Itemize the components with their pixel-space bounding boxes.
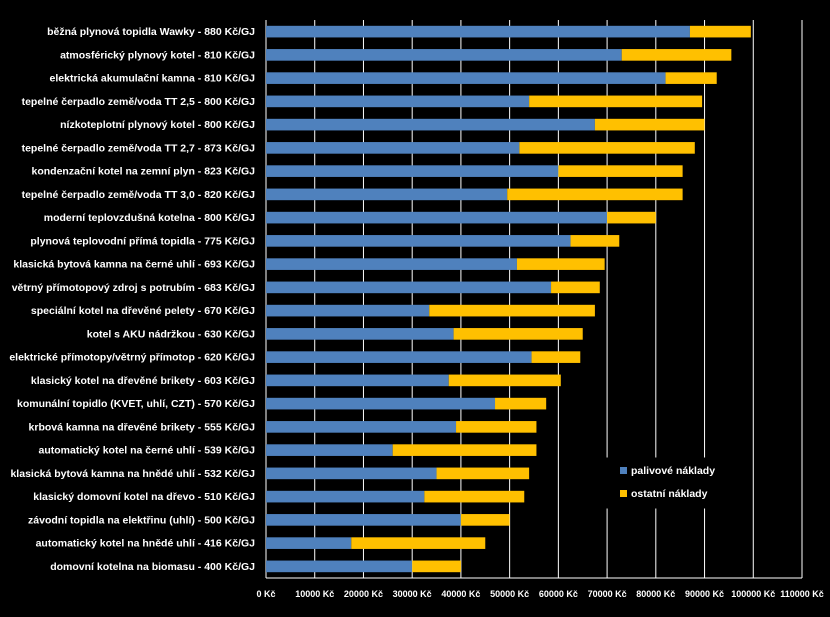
bar-fuel-20 <box>266 490 425 503</box>
bar-fuel-10 <box>266 258 517 270</box>
bar-other-16 <box>495 397 547 410</box>
category-label: moderní teplovzdušná kotelna - 800 Kč/GJ <box>44 212 255 224</box>
category-label: krbová kamna na dřevěné brikety - 555 Kč… <box>29 421 256 433</box>
bar-other-21 <box>460 514 510 526</box>
bar-fuel-22 <box>266 537 352 549</box>
category-label: klasická bytová kamna na černé uhlí - 69… <box>13 259 255 271</box>
category-label: tepelné čerpadlo země/voda TT 2,5 - 800 … <box>22 96 256 108</box>
bar-other-2 <box>665 72 717 84</box>
bar-fuel-19 <box>266 467 437 480</box>
x-tick-label: 80000 Kč <box>636 589 675 599</box>
bar-fuel-9 <box>266 235 571 247</box>
x-tick-label: 70000 Kč <box>588 589 627 599</box>
bar-fuel-15 <box>266 374 449 387</box>
category-label: atmosférický plynový kotel - 810 Kč/GJ <box>60 49 255 61</box>
category-label: speciální kotel na dřevěné pelety - 670 … <box>31 305 255 317</box>
x-tick-label: 50000 Kč <box>490 589 529 599</box>
bar-other-23 <box>412 560 461 573</box>
bar-fuel-6 <box>266 165 559 177</box>
category-label: tepelné čerpadlo země/voda TT 2,7 - 873 … <box>22 142 256 154</box>
bar-fuel-1 <box>266 49 622 61</box>
bar-other-5 <box>519 142 695 154</box>
legend: palivové náklady ostatní náklady <box>592 457 740 509</box>
category-label: klasická bytová kamna na hnědé uhlí - 53… <box>10 468 255 480</box>
category-labels: běžná plynová topidla Wawky - 880 Kč/GJ a… <box>9 26 255 573</box>
category-label: klasický domovní kotel na dřevo - 510 Kč… <box>33 491 255 503</box>
x-tick-label: 110000 Kč <box>780 589 824 599</box>
bar-fuel-11 <box>266 281 552 294</box>
x-tick-label: 40000 Kč <box>441 589 480 599</box>
x-tick-label: 60000 Kč <box>539 589 578 599</box>
x-tick-label: 10000 Kč <box>295 589 334 599</box>
bar-other-10 <box>516 258 605 270</box>
x-tick-label: 20000 Kč <box>344 589 383 599</box>
bar-fuel-4 <box>266 118 595 131</box>
bar-other-9 <box>570 235 620 247</box>
bar-fuel-14 <box>266 351 532 363</box>
bar-other-0 <box>689 25 751 38</box>
bar-other-11 <box>551 281 600 294</box>
legend-swatch-fuel <box>620 467 627 474</box>
bar-other-14 <box>531 351 581 363</box>
category-label: elektrické přímotopy/větrný přímotop - 6… <box>9 352 255 364</box>
bar-fuel-3 <box>266 95 530 108</box>
bar-other-13 <box>453 328 583 340</box>
bar-fuel-16 <box>266 397 496 410</box>
category-label: kotel s AKU nádržkou - 630 Kč/GJ <box>87 328 255 340</box>
category-label: závodní topidla na elektřinu (uhlí) - 50… <box>28 514 255 526</box>
bar-other-3 <box>529 95 703 108</box>
category-label: automatický kotel na hnědé uhlí - 416 Kč… <box>36 538 256 550</box>
category-label: plynová teplovodní přímá topidla - 775 K… <box>30 235 255 247</box>
x-tick-label: 30000 Kč <box>393 589 432 599</box>
bar-fuel-21 <box>266 514 461 526</box>
bar-fuel-0 <box>266 25 690 38</box>
category-label: elektrická akumulační kamna - 810 Kč/GJ <box>50 73 256 85</box>
x-tick-label: 90000 Kč <box>685 589 724 599</box>
legend-box <box>592 457 740 509</box>
bars <box>266 25 751 573</box>
category-label: kondenzační kotel na zemní plyn - 823 Kč… <box>32 166 256 178</box>
bar-other-6 <box>558 165 683 177</box>
bar-fuel-13 <box>266 328 454 340</box>
bar-other-18 <box>392 444 537 456</box>
category-label: tepelné čerpadlo země/voda TT 3,0 - 820 … <box>22 189 256 201</box>
bar-other-19 <box>436 467 530 480</box>
bar-fuel-7 <box>266 188 508 201</box>
category-label: automatický kotel na černé uhlí - 539 Kč… <box>39 445 256 457</box>
category-label: komunální topidlo (KVET, uhlí, CZT) - 57… <box>17 398 255 410</box>
x-axis-tick-labels: 0 Kč 10000 Kč 20000 Kč 30000 Kč 40000 Kč 5000… <box>256 589 823 599</box>
bar-fuel-23 <box>266 560 413 573</box>
bar-fuel-5 <box>266 142 520 154</box>
category-label: domovní kotelna na biomasu - 400 Kč/GJ <box>50 561 255 573</box>
x-tick-label: 100000 Kč <box>731 589 775 599</box>
bar-other-1 <box>621 49 732 61</box>
x-tick-label: 0 Kč <box>256 589 275 599</box>
bar-other-4 <box>594 118 705 131</box>
bar-fuel-17 <box>266 421 457 433</box>
bar-other-20 <box>424 490 525 503</box>
bar-fuel-12 <box>266 304 430 317</box>
bar-fuel-2 <box>266 72 666 84</box>
bar-fuel-18 <box>266 444 393 456</box>
category-label: větrný přímotopový zdroj s potrubím - 68… <box>12 282 255 294</box>
bar-other-12 <box>429 304 595 317</box>
bar-fuel-8 <box>266 211 608 224</box>
bar-other-7 <box>507 188 683 201</box>
bar-other-15 <box>448 374 561 387</box>
bar-other-22 <box>351 537 486 549</box>
category-label: nízkoteplotní plynový kotel - 800 Kč/GJ <box>60 119 255 131</box>
bar-other-8 <box>607 211 656 224</box>
bar-other-17 <box>456 421 537 433</box>
legend-swatch-other <box>620 490 627 497</box>
legend-label-other: ostatní náklady <box>631 488 708 500</box>
category-label: klasický kotel na dřevěné brikety - 603 … <box>31 375 255 387</box>
legend-label-fuel: palivové náklady <box>631 465 715 477</box>
category-label: běžná plynová topidla Wawky - 880 Kč/GJ <box>47 26 255 38</box>
